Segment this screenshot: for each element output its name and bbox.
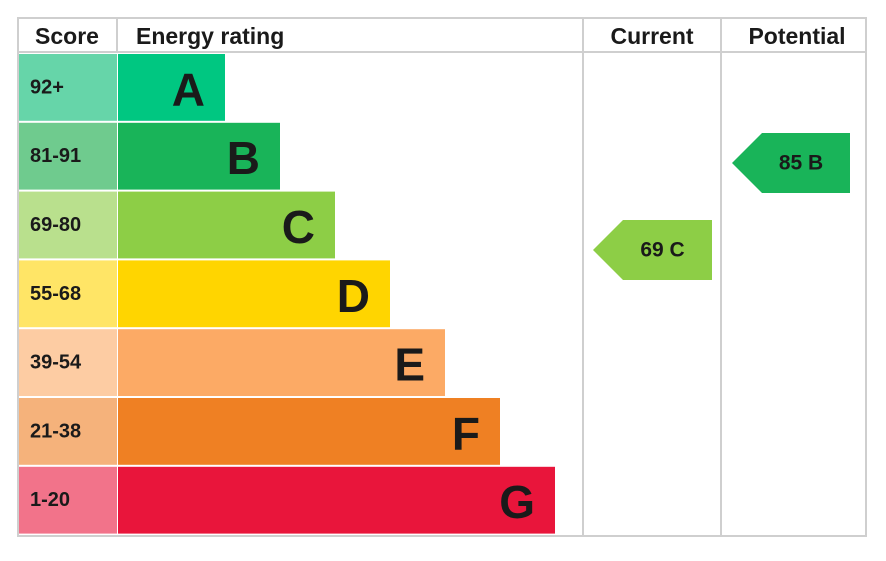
rating-letter: C [282, 201, 315, 253]
score-cell [19, 54, 117, 121]
rating-letter: G [499, 476, 535, 528]
rating-bar [118, 329, 445, 396]
score-label: 69-80 [30, 214, 81, 236]
rating-bar [118, 466, 555, 534]
score-cell [19, 122, 117, 190]
header-potential: Potential [748, 23, 845, 49]
header-energy: Energy rating [136, 23, 284, 49]
current-label: 69 C [640, 239, 684, 262]
potential-label: 85 B [779, 152, 823, 175]
potential-arrow [732, 133, 850, 193]
rating-bar [118, 122, 280, 190]
rating-letter: D [337, 270, 370, 322]
score-label: 81-91 [30, 145, 81, 167]
score-label: 39-54 [30, 352, 82, 374]
score-cell [19, 398, 117, 465]
score-cell [19, 329, 117, 396]
current-arrow [593, 220, 712, 280]
score-label: 55-68 [30, 283, 81, 305]
score-label: 1-20 [30, 489, 70, 511]
score-cell [19, 191, 117, 259]
header-current: Current [610, 23, 693, 49]
score-label: 92+ [30, 76, 64, 98]
rating-letter: E [394, 339, 425, 391]
rating-bar [118, 260, 390, 328]
rating-bar [118, 54, 225, 121]
rating-letter: B [227, 132, 260, 184]
rating-bar [118, 191, 335, 259]
rating-letter: A [172, 63, 205, 115]
rating-letter: F [452, 407, 480, 459]
score-cell [19, 466, 117, 534]
score-cell [19, 260, 117, 328]
score-label: 21-38 [30, 420, 81, 442]
rating-bar [118, 398, 500, 465]
header-score: Score [35, 23, 99, 49]
